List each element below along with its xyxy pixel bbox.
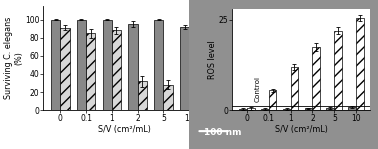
Bar	[60, 28, 70, 110]
Bar	[312, 47, 320, 110]
Bar	[102, 20, 112, 110]
X-axis label: S/V (cm²/mL): S/V (cm²/mL)	[98, 125, 151, 134]
Bar	[138, 81, 147, 110]
Bar	[261, 109, 269, 110]
Bar	[356, 18, 364, 110]
Bar	[239, 109, 247, 110]
Bar	[180, 27, 189, 110]
Bar	[163, 85, 173, 110]
Bar	[291, 67, 298, 110]
Y-axis label: Surviving C. elegans
(%): Surviving C. elegans (%)	[4, 17, 23, 99]
Bar	[189, 33, 198, 110]
X-axis label: S/V (cm²/mL): S/V (cm²/mL)	[275, 125, 328, 134]
Y-axis label: ROS level: ROS level	[208, 40, 217, 79]
Text: 100 nm: 100 nm	[204, 128, 242, 137]
Bar	[305, 108, 312, 110]
Bar	[327, 108, 334, 110]
Bar	[247, 108, 255, 110]
Bar	[269, 90, 276, 110]
Bar	[51, 20, 60, 110]
Bar	[129, 24, 138, 110]
Bar	[112, 30, 121, 110]
Bar	[348, 107, 356, 110]
Bar	[154, 20, 163, 110]
Bar	[77, 20, 86, 110]
Bar	[283, 109, 291, 110]
Bar	[86, 33, 95, 110]
Bar	[334, 31, 342, 110]
Text: Control: Control	[255, 76, 261, 102]
